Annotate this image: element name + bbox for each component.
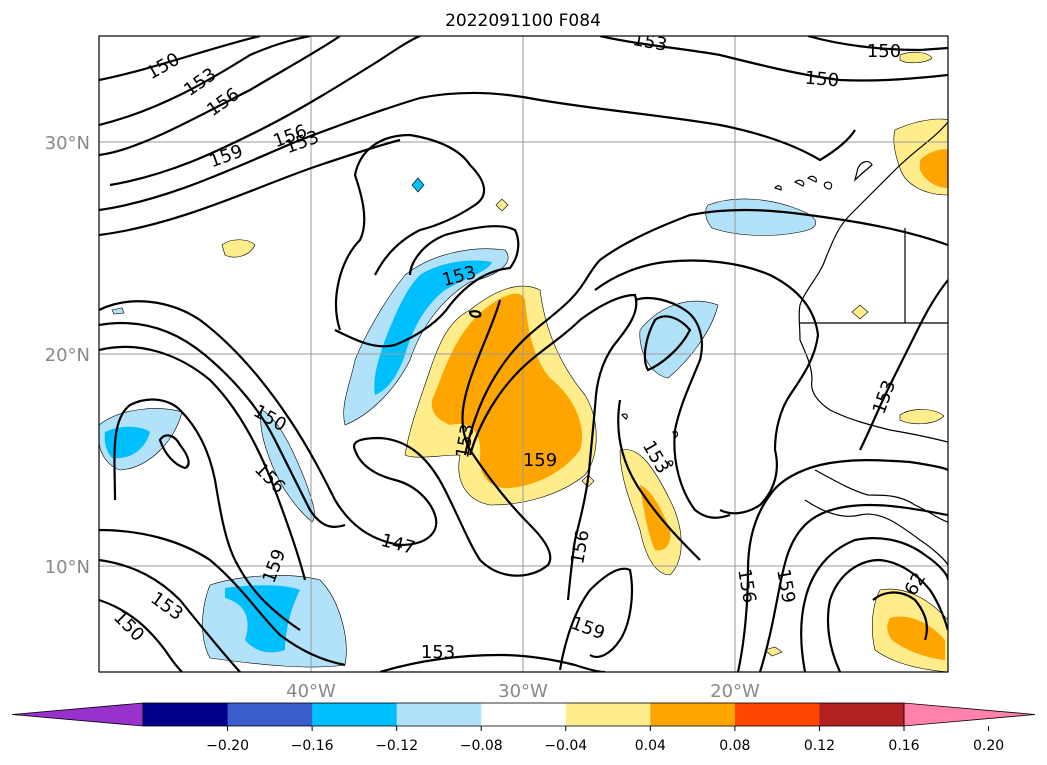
- colorbar-tick-label: 0.16: [888, 738, 919, 754]
- map-plot-area: 150 153 156 159 156 153 153 150 150 153 …: [99, 29, 948, 672]
- lon-label: 30°W: [498, 681, 548, 702]
- lon-label: 20°W: [710, 681, 760, 702]
- colorbar: −0.20 −0.16 −0.12 −0.08 −0.04 0.04 0.08 0.12 0.1…: [11, 702, 1036, 754]
- colorbar-tick-label: 0.12: [804, 738, 835, 754]
- colorbar-tick-label: −0.16: [291, 738, 334, 754]
- gridlines: [99, 36, 948, 672]
- positive-core-northeast: [920, 149, 948, 188]
- negative-spot-small: [411, 177, 425, 193]
- lon-label: 40°W: [286, 681, 336, 702]
- longitude-labels: 40°W 30°W 20°W: [286, 681, 760, 702]
- positive-spot-west: [221, 239, 256, 258]
- colorbar-cell: [481, 703, 567, 726]
- contour-label: 153: [421, 642, 455, 663]
- colorbar-cell: [396, 703, 482, 726]
- colorbar-tick-label: 0.20: [973, 738, 1004, 754]
- positive-spot-tiny-4: [764, 646, 783, 657]
- negative-spot-far-west: [111, 307, 125, 315]
- colorbar-cell: [650, 703, 736, 726]
- contour-label: 150: [867, 41, 901, 62]
- shaded-field: [99, 51, 948, 672]
- latitude-labels: 30°N 20°N 10°N: [45, 133, 90, 578]
- colorbar-cell: [734, 703, 820, 726]
- colorbar-cell: [227, 703, 313, 726]
- positive-spot-top-right: [899, 51, 933, 64]
- contour-label: 159: [523, 450, 557, 471]
- map-frame: [98, 35, 949, 673]
- colorbar-under-arrow: [11, 702, 144, 727]
- height-contours: [99, 36, 948, 672]
- colorbar-tick-label: −0.12: [375, 738, 418, 754]
- colorbar-over-arrow: [903, 702, 1036, 727]
- lat-label: 20°N: [45, 345, 90, 366]
- colorbar-tick-label: 0.04: [635, 738, 666, 754]
- positive-core-southeast: [887, 616, 945, 660]
- positive-spot-tiny-1: [495, 198, 509, 212]
- colorbar-cell: [312, 703, 398, 726]
- figure-title: 2022091100 F084: [445, 11, 601, 31]
- negative-core-northwest: [374, 260, 492, 395]
- colorbar-tick-label: −0.20: [206, 738, 249, 754]
- negative-area-northeast: [705, 198, 817, 236]
- coastline: [621, 121, 948, 566]
- colorbar-cell: [565, 703, 651, 726]
- colorbar-tick-label: 0.08: [719, 738, 750, 754]
- lat-label: 30°N: [45, 133, 90, 154]
- positive-spot-tiny-3: [851, 304, 869, 320]
- contour-label: 150: [804, 68, 840, 92]
- colorbar-tick-label: −0.08: [460, 738, 503, 754]
- contour-label: 153: [631, 29, 668, 56]
- colorbar-cell: [143, 703, 229, 726]
- positive-core-central: [431, 293, 583, 489]
- positive-spot-east: [899, 409, 945, 425]
- colorbar-tick-label: −0.04: [544, 738, 587, 754]
- colorbar-frame: [142, 702, 905, 727]
- lat-label: 10°N: [45, 557, 90, 578]
- colorbar-cell: [819, 703, 905, 726]
